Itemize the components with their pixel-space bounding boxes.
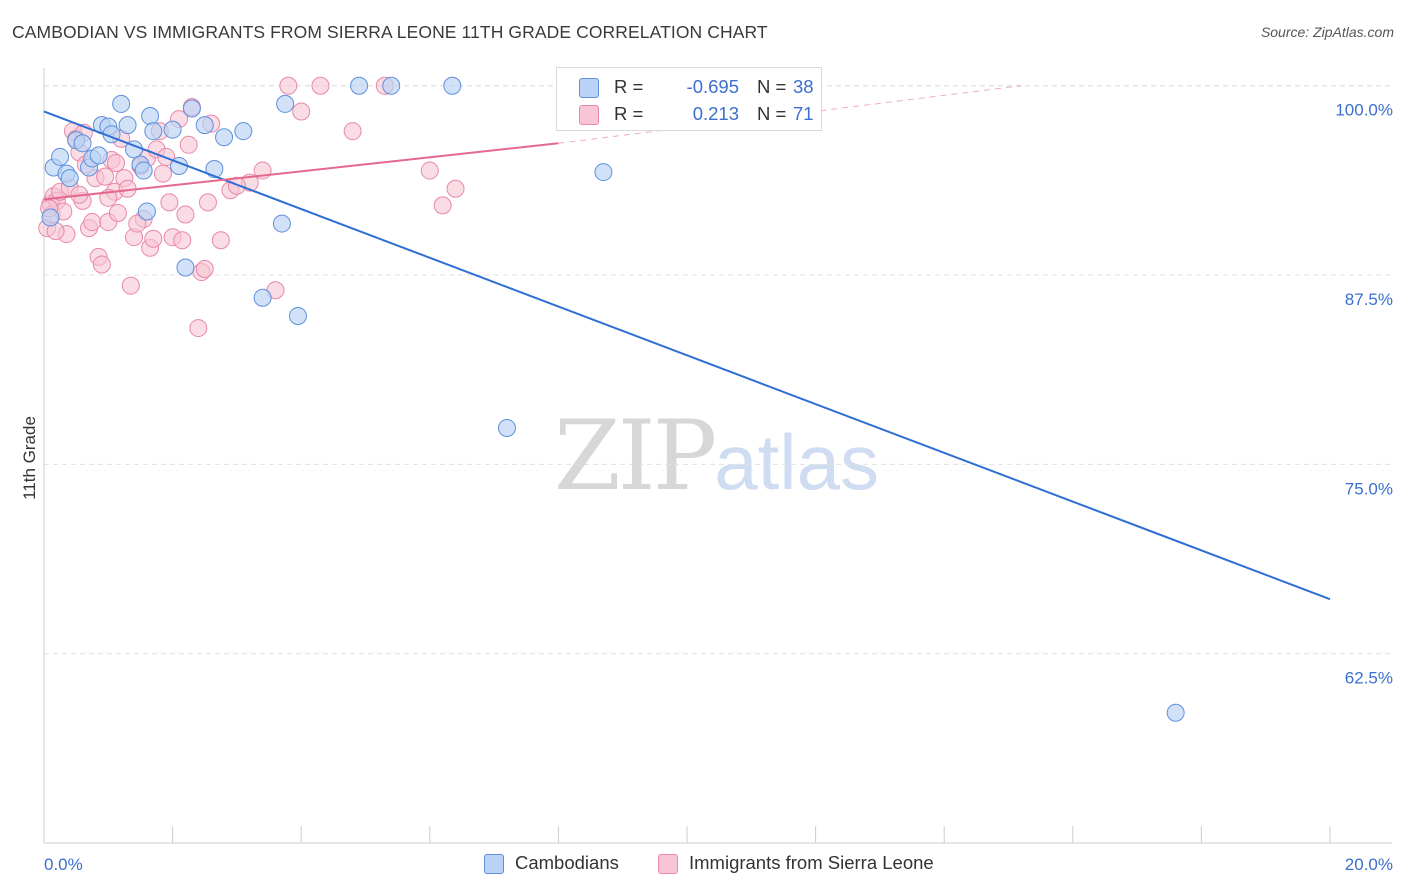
data-point-sierra-leone [420, 161, 439, 180]
series-cambodians-points [41, 76, 1185, 722]
data-point-cambodians [443, 76, 462, 95]
axes [43, 68, 1392, 844]
data-point-cambodians [134, 161, 153, 180]
axis-labels: 62.5% 75.0% 87.5% 100.0% 0.0% 20.0% 11th Grade [20, 101, 1393, 874]
y-axis-title: 11th Grade [20, 416, 39, 500]
data-point-sierra-leone [83, 213, 102, 232]
data-point-sierra-leone [446, 179, 465, 198]
data-point-sierra-leone [279, 76, 298, 95]
legend-r-label: R = [614, 76, 644, 97]
data-point-sierra-leone [189, 319, 208, 338]
data-point-cambodians [118, 116, 137, 135]
data-point-cambodians [41, 208, 60, 227]
data-point-cambodians [89, 146, 108, 165]
data-point-sierra-leone [107, 153, 126, 172]
correlation-legend: R = -0.695 N = 38 R = 0.213 N = 71 [556, 67, 822, 131]
source-label: Source: ZipAtlas.com [1260, 24, 1394, 40]
y-tick-label: 75.0% [1345, 479, 1393, 498]
legend-r-value: -0.695 [686, 76, 739, 97]
x-tick-label-max: 20.0% [1345, 855, 1393, 874]
legend-n-value: 71 [793, 103, 814, 124]
bottom-legend-swatch-cambodians [484, 854, 504, 874]
trend-line-sierra-leone [43, 142, 559, 201]
chart-title: CAMBODIAN VS IMMIGRANTS FROM SIERRA LEON… [12, 22, 768, 42]
data-point-sierra-leone [153, 164, 172, 183]
data-point-sierra-leone [173, 231, 192, 250]
data-point-sierra-leone [198, 193, 217, 212]
series-sierra-leone-points [38, 76, 465, 338]
data-point-cambodians [141, 107, 160, 126]
trend-lines [43, 85, 1331, 601]
data-point-sierra-leone [176, 205, 195, 224]
y-tick-label: 87.5% [1345, 290, 1393, 309]
data-point-sierra-leone [92, 255, 111, 274]
data-point-cambodians [497, 419, 516, 438]
legend-n-label: N = [757, 103, 787, 124]
data-point-sierra-leone [128, 214, 147, 233]
data-point-sierra-leone [144, 229, 163, 248]
legend-swatch-cambodians [579, 78, 599, 98]
data-point-cambodians [195, 116, 214, 135]
data-point-sierra-leone [211, 231, 230, 250]
bottom-legend-label-sierra-leone: Immigrants from Sierra Leone [689, 852, 934, 873]
legend-swatch-sierra-leone [579, 105, 599, 125]
data-point-cambodians [182, 99, 201, 118]
data-point-cambodians [144, 122, 163, 141]
data-point-sierra-leone [292, 102, 311, 121]
data-point-sierra-leone [433, 196, 452, 215]
data-point-cambodians [382, 76, 401, 95]
data-point-cambodians [1166, 703, 1185, 722]
data-point-cambodians [276, 94, 295, 113]
legend-r-value: 0.213 [692, 103, 739, 124]
data-point-cambodians [350, 76, 369, 95]
data-point-sierra-leone [121, 276, 140, 295]
bottom-legend-swatch-sierra-leone [658, 854, 678, 874]
data-point-cambodians [137, 202, 156, 221]
data-point-cambodians [234, 122, 253, 141]
y-tick-label: 62.5% [1345, 669, 1393, 688]
data-point-cambodians [205, 160, 224, 179]
data-point-sierra-leone [195, 260, 214, 279]
grid-lines [44, 85, 1392, 655]
data-point-sierra-leone [96, 167, 115, 186]
watermark: ZIPatlas [554, 400, 879, 512]
data-point-sierra-leone [343, 122, 362, 141]
data-point-cambodians [112, 94, 131, 113]
bottom-legend-label-cambodians: Cambodians [515, 852, 619, 873]
data-point-sierra-leone [179, 135, 198, 154]
data-point-cambodians [594, 163, 613, 182]
x-tick-label-min: 0.0% [44, 855, 83, 874]
data-point-cambodians [253, 288, 272, 307]
watermark-atlas: atlas [714, 418, 879, 506]
data-point-cambodians [163, 120, 182, 139]
trend-line-cambodians [43, 110, 1331, 601]
data-point-cambodians [51, 147, 70, 166]
data-point-cambodians [176, 258, 195, 277]
legend-r-label: R = [614, 103, 644, 124]
data-point-sierra-leone [160, 193, 179, 212]
data-point-cambodians [215, 128, 234, 147]
data-point-cambodians [288, 306, 307, 325]
legend-n-value: 38 [793, 76, 814, 97]
legend-n-label: N = [757, 76, 787, 97]
y-tick-label: 100.0% [1335, 101, 1393, 120]
data-point-sierra-leone [108, 203, 127, 222]
watermark-zip: ZIP [554, 400, 717, 512]
data-point-cambodians [60, 169, 79, 188]
data-point-cambodians [272, 214, 291, 233]
data-point-sierra-leone [311, 76, 330, 95]
data-point-cambodians [73, 134, 92, 153]
